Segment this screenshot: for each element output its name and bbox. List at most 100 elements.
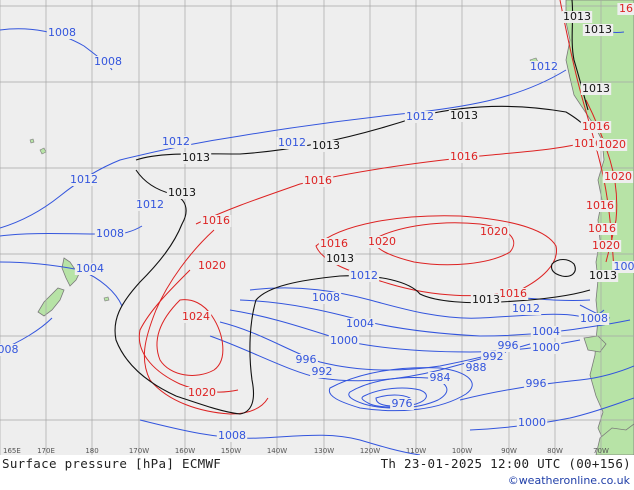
isobar-label-backdrop (572, 138, 604, 150)
credit-link[interactable]: ©weatheronline.co.uk (507, 474, 630, 487)
tick-lon-150w: 150W (221, 447, 241, 455)
isobar-label-backdrop (68, 174, 100, 186)
isobar-label-backdrop (580, 83, 612, 95)
isobar-label-backdrop (310, 140, 342, 152)
isobar-label-backdrop (46, 27, 78, 39)
isobar-label-backdrop (478, 226, 510, 238)
isobar-label-low: 1012 (70, 173, 98, 186)
isobar-label-backdrop (617, 3, 634, 15)
isobar-992-main (209, 335, 507, 382)
isobar-label-backdrop (344, 318, 376, 330)
isobar-label-backdrop (348, 270, 380, 282)
isobar-label-low: 1012 (136, 198, 164, 211)
isobar-label-ref: 1013 (326, 252, 354, 265)
isobar-label-backdrop (180, 311, 212, 323)
isobar-1013-loop (114, 169, 591, 415)
isobar-984-low (348, 377, 448, 409)
isobar-label-ref: 1013 (589, 269, 617, 282)
isobar-label-backdrop (524, 378, 548, 390)
isobar-label-low: 1004 (76, 262, 104, 275)
isobar-label-backdrop (324, 253, 356, 265)
isobar-label-high: 1020 (188, 386, 216, 399)
isobar-label-high: 1020 (480, 225, 508, 238)
isobar-label-backdrop (470, 294, 502, 306)
isobar-label-backdrop (510, 303, 542, 315)
isobar-label-ref: 1013 (312, 139, 340, 152)
isobar-label-backdrop (196, 260, 228, 272)
isobar-label-backdrop (561, 11, 593, 23)
isobar-label-high: 1016 (450, 150, 478, 163)
isobar-label-backdrop (528, 61, 560, 73)
isobar-label-backdrop (200, 215, 232, 227)
isobar-label-low: 1000 (518, 416, 546, 429)
isobar-label-low: 1012 (278, 136, 306, 149)
isobar-label-ref: 1013 (168, 186, 196, 199)
tick-lon-130w: 130W (314, 447, 334, 455)
isobar-label-low: 1008 (580, 312, 608, 325)
isobar-label-backdrop (166, 187, 198, 199)
isobar-label-ref: 1013 (450, 109, 478, 122)
isobar-labels: 1008 1008 1012 1012 1012 1012 1012 1008 1004 1012… (0, 2, 634, 442)
isobar-label-backdrop (596, 139, 628, 151)
isobar-label-high: 1020 (598, 138, 626, 151)
isobar-label-low: 1004 (346, 317, 374, 330)
tick-lon-100w: 100W (452, 447, 472, 455)
isobar-label-backdrop (582, 24, 614, 36)
isobar-1016-north (195, 139, 597, 225)
isobar-label-high: 1016 (582, 120, 610, 133)
isobar-label-ref: 1013 (563, 10, 591, 23)
isobar-label-backdrop (294, 354, 318, 366)
isobar-label-low: 976 (392, 397, 413, 410)
tick-lon-110w: 110W (406, 447, 426, 455)
isobar-label-high: 1016 (588, 222, 616, 235)
isobar-label-backdrop (448, 151, 480, 163)
isobar-label-high: 1020 (368, 235, 396, 248)
isobar-1024-west (156, 299, 224, 376)
isobar-label-backdrop (216, 430, 248, 442)
map-footer: Surface pressure [hPa] ECMWF Th 23-01-20… (0, 455, 634, 490)
map-title: Surface pressure [hPa] ECMWF (2, 456, 222, 471)
isobar-label-backdrop (496, 340, 520, 352)
isobar-1020-east (374, 222, 515, 266)
isobar-996-south (459, 365, 634, 401)
isobar-label-backdrop (186, 387, 218, 399)
tick-lon-90w: 90W (501, 447, 517, 455)
tick-lon-170w: 170W (129, 447, 149, 455)
isobar-label-low: 1012 (530, 60, 558, 73)
tick-lon-170e: 170E (37, 447, 55, 455)
tick-lon-140w: 140W (267, 447, 287, 455)
isobar-label-backdrop (587, 270, 619, 282)
isobar-1013-small-loop (550, 258, 576, 277)
isobar-label-low: 100 (614, 260, 634, 273)
isobar-label-backdrop (310, 366, 334, 378)
isobar-label-backdrop (404, 111, 436, 123)
isobar-1012-north (0, 69, 567, 229)
isobar-label-high: 1016 (202, 214, 230, 227)
isobar-label-backdrop (302, 175, 334, 187)
isobar-label-backdrop (180, 152, 212, 164)
isobar-1000-main (229, 309, 581, 353)
isobar-label-high: 1020 (592, 239, 620, 252)
isobar-label-backdrop (428, 372, 452, 384)
isobar-label-backdrop (602, 171, 634, 183)
isobar-label-high: 1020 (198, 259, 226, 272)
longitude-tick-labels: 165E 170E 180 170W 160W 150W 140W 130W 120W 110W 1… (3, 447, 609, 455)
isobar-label-low: 992 (483, 350, 504, 363)
valid-time: Th 23-01-2025 12:00 UTC (00+156) (380, 456, 631, 471)
isobar-label-high: 1016 (586, 199, 614, 212)
isobar-label-low: 1008 (312, 291, 340, 304)
isobar-label-backdrop (328, 335, 360, 347)
isobar-label-high: 1016 (574, 137, 602, 150)
isobar-label-low: 1012 (350, 269, 378, 282)
isobar-label-backdrop (590, 240, 622, 252)
isobar-label-backdrop (530, 342, 562, 354)
isobar-label-backdrop (92, 56, 124, 68)
isobar-label-backdrop (0, 344, 20, 356)
isobar-label-low: 1012 (512, 302, 540, 315)
isobar-label-low: 996 (498, 339, 519, 352)
antarctic-coast (595, 423, 634, 455)
isobar-label-backdrop (276, 137, 308, 149)
isobar-label-backdrop (464, 362, 488, 374)
isobar-label-high: 1016 (499, 287, 527, 300)
